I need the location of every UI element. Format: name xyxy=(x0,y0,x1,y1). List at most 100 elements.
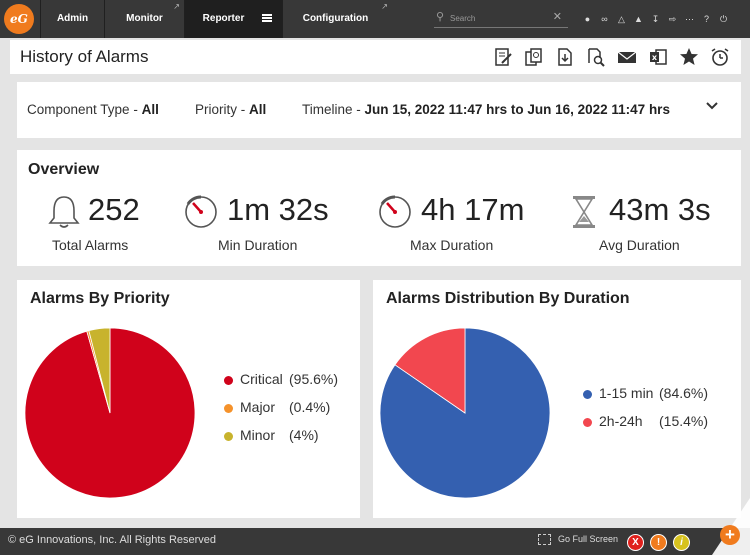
duration-pie-chart xyxy=(379,327,551,499)
fullscreen-label: Go Full Screen xyxy=(558,534,619,544)
eg-logo[interactable]: eG xyxy=(4,4,34,34)
legend-dot xyxy=(224,432,233,441)
min-duration-metric: 1m 32s Min Duration xyxy=(183,192,363,262)
card-title: Alarms Distribution By Duration xyxy=(386,290,630,307)
legend-name: Minor xyxy=(240,427,276,443)
preview-icon[interactable] xyxy=(585,46,607,68)
clear-search-icon[interactable]: ✕ xyxy=(552,11,562,23)
legend-item-critical[interactable]: Critical (95.6%) xyxy=(224,371,354,399)
nav-tab-label: Configuration xyxy=(302,13,369,24)
filter-label: Component Type - xyxy=(27,102,142,117)
min-duration-label: Min Duration xyxy=(218,237,298,253)
legend-name: 1-15 min xyxy=(599,385,654,401)
legend-dot xyxy=(224,376,233,385)
nav-tab-admin[interactable]: Admin xyxy=(40,0,104,38)
timer-icon xyxy=(377,194,413,235)
avg-duration-label: Avg Duration xyxy=(599,237,680,253)
link-icon[interactable]: ∞ xyxy=(601,14,608,24)
page-header: History of Alarms x xyxy=(10,40,741,74)
excel-icon[interactable]: x xyxy=(647,46,669,68)
bell-alert-icon[interactable]: ▲ xyxy=(634,14,643,24)
hourglass-icon xyxy=(571,194,597,235)
nav-tab-reporter[interactable]: Reporter xyxy=(184,0,282,38)
legend-dot xyxy=(224,404,233,413)
pie-slice-2h-24h[interactable] xyxy=(394,327,466,414)
email-icon[interactable] xyxy=(616,46,638,68)
favorite-star-icon[interactable] xyxy=(678,46,700,68)
filter-value: All xyxy=(141,102,159,117)
chevron-down-icon[interactable] xyxy=(705,98,719,116)
legend-dot xyxy=(583,418,592,427)
timer-icon xyxy=(183,194,219,235)
nav-tab-label: Reporter xyxy=(202,13,245,24)
filter-value: Jun 15, 2022 11:47 hrs to Jun 16, 2022 1… xyxy=(364,102,670,117)
minor-alarm-badge[interactable]: i xyxy=(673,534,690,551)
nav-tab-configuration[interactable]: Configuration ↗ xyxy=(282,0,392,38)
overview-panel: Overview 252 Total Alarms 1m 32s Min Dur… xyxy=(17,150,741,266)
component-type-filter[interactable]: Component Type - All xyxy=(27,102,159,117)
go-full-screen-button[interactable]: Go Full Screen xyxy=(538,534,619,546)
search-box: ⚲ ✕ xyxy=(434,8,568,28)
pie-slice-minor[interactable] xyxy=(88,327,111,414)
more-icon[interactable]: ⋯ xyxy=(685,14,694,24)
max-duration-metric: 4h 17m Max Duration xyxy=(377,192,557,262)
total-alarms-label: Total Alarms xyxy=(52,237,129,253)
external-link-icon[interactable]: ↗ xyxy=(173,2,180,11)
legend-percent: (95.6%) xyxy=(289,371,339,387)
search-icon: ⚲ xyxy=(436,11,445,23)
nav-tab-label: Admin xyxy=(56,13,89,24)
svg-text:x: x xyxy=(652,53,658,62)
legend-name: 2h-24h xyxy=(599,413,643,429)
help-icon[interactable]: ? xyxy=(703,14,709,24)
priority-filter[interactable]: Priority - All xyxy=(195,102,266,117)
legend-name: Critical xyxy=(240,371,283,387)
external-link-icon[interactable]: ↗ xyxy=(381,2,388,11)
add-button[interactable]: + xyxy=(725,525,735,544)
power-icon[interactable]: ⏻ xyxy=(719,14,728,24)
priority-pie-chart xyxy=(24,327,196,499)
legend-item-2h-24h[interactable]: 2h-24h (15.4%) xyxy=(583,413,733,441)
legend-item-1-15-min[interactable]: 1-15 min (84.6%) xyxy=(583,385,733,413)
alarm-clock-icon[interactable] xyxy=(709,46,731,68)
settings-compare-icon[interactable] xyxy=(523,46,545,68)
footer-bar: © eG Innovations, Inc. All Rights Reserv… xyxy=(0,528,750,555)
legend-percent: (84.6%) xyxy=(659,385,709,401)
legend-dot xyxy=(583,390,592,399)
major-alarm-badge[interactable]: ! xyxy=(650,534,667,551)
toolbar-icons: ● ∞ △ ▲ ↧ ⇨ ⋯ ? ⏻ xyxy=(582,12,729,26)
total-alarms-value: 252 xyxy=(88,192,140,227)
filter-label: Timeline - xyxy=(302,102,365,117)
alarms-by-priority-card: Alarms By Priority Critical (95.6%) Majo… xyxy=(17,280,360,518)
legend-item-major[interactable]: Major (0.4%) xyxy=(224,399,354,427)
download-icon[interactable]: ↧ xyxy=(651,14,660,24)
filter-value: All xyxy=(249,102,267,117)
page-title: History of Alarms xyxy=(20,47,149,66)
card-title: Alarms By Priority xyxy=(30,290,170,307)
filter-label: Priority - xyxy=(195,102,249,117)
pdf-download-icon[interactable] xyxy=(554,46,576,68)
page-actions: x xyxy=(492,46,731,68)
top-navigation-bar: eG Admin Monitor ↗ Reporter Configuratio… xyxy=(0,0,750,38)
filter-bar: Component Type - All Priority - All Time… xyxy=(17,82,741,138)
avg-duration-metric: 43m 3s Avg Duration xyxy=(569,192,749,262)
edit-icon[interactable] xyxy=(492,46,514,68)
overview-title: Overview xyxy=(28,161,100,178)
hamburger-menu-icon[interactable] xyxy=(262,14,272,22)
legend-percent: (15.4%) xyxy=(659,413,709,429)
user-icon[interactable]: ● xyxy=(584,14,591,24)
search-input[interactable] xyxy=(450,11,550,25)
flask-icon[interactable]: △ xyxy=(618,14,625,24)
bell-icon xyxy=(47,194,81,235)
priority-legend: Critical (95.6%) Major (0.4%) Minor (4%) xyxy=(224,371,354,455)
max-duration-value: 4h 17m xyxy=(421,192,525,227)
duration-legend: 1-15 min (84.6%) 2h-24h (15.4%) xyxy=(583,385,733,441)
legend-item-minor[interactable]: Minor (4%) xyxy=(224,427,354,455)
timeline-filter[interactable]: Timeline - Jun 15, 2022 11:47 hrs to Jun… xyxy=(302,102,670,117)
alarms-by-duration-card: Alarms Distribution By Duration 1-15 min… xyxy=(373,280,741,518)
legend-percent: (0.4%) xyxy=(289,399,331,415)
logout-icon[interactable]: ⇨ xyxy=(668,14,677,24)
min-duration-value: 1m 32s xyxy=(227,192,329,227)
nav-tab-monitor[interactable]: Monitor ↗ xyxy=(104,0,184,38)
critical-alarm-badge[interactable]: X xyxy=(627,534,644,551)
total-alarms-metric: 252 Total Alarms xyxy=(45,192,225,262)
